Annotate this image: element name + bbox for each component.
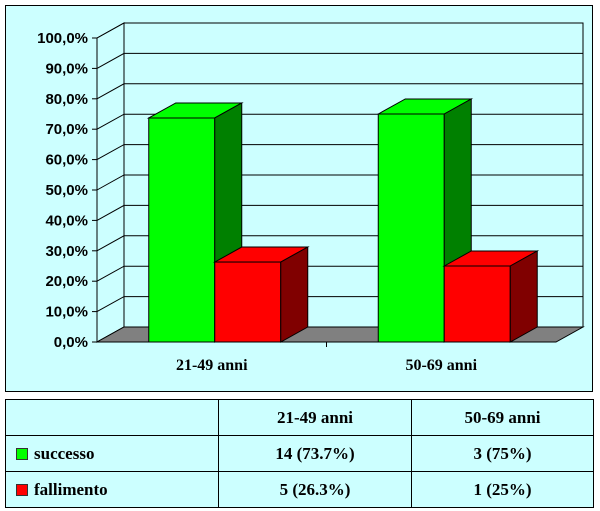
chart-panel: 0,0% 10,0% 20,0% 30,0% 40,0% 50,0% 60,0% 70,0% 8… — [5, 5, 593, 392]
y-tick-label: 60,0% — [45, 152, 88, 169]
bar-front — [148, 117, 216, 343]
bar-side — [280, 246, 309, 343]
table-header-blank — [5, 399, 219, 436]
x-tick-label: 50-69 anni — [405, 357, 477, 374]
table-cell: 3 (75%) — [411, 435, 594, 472]
y-tick-label: 40,0% — [45, 212, 88, 229]
y-tick-label: 90,0% — [45, 60, 88, 77]
data-table: 21-49 anni 50-69 anni successo 14 (73.7%… — [5, 399, 594, 508]
bars — [146, 98, 540, 343]
y-tick-label: 70,0% — [45, 121, 88, 138]
y-tick-label: 30,0% — [45, 243, 88, 260]
table-cell: 5 (26.3%) — [218, 471, 412, 508]
series-label-cell: fallimento — [5, 471, 219, 508]
bar-fallimento-0 — [212, 246, 310, 343]
tick-labels: 0,0% 10,0% 20,0% 30,0% 40,0% 50,0% 60,0% 70,0% 8… — [37, 30, 477, 374]
fallimento-swatch-icon — [16, 483, 28, 496]
table-cell: 14 (73.7%) — [218, 435, 412, 472]
table-header-cell: 50-69 anni — [411, 399, 594, 436]
y-tick-label: 50,0% — [45, 182, 88, 199]
series-label: successo — [34, 443, 95, 463]
y-tick-label: 80,0% — [45, 91, 88, 108]
successo-swatch-icon — [16, 447, 28, 460]
table-header-row: 21-49 anni 50-69 anni — [5, 399, 594, 436]
bar-front — [377, 113, 445, 343]
table-row: successo 14 (73.7%) 3 (75%) — [5, 435, 594, 472]
table-row: fallimento 5 (26.3%) 1 (25%) — [5, 471, 594, 508]
y-tick-label: 0,0% — [54, 334, 88, 351]
series-label: fallimento — [34, 479, 108, 499]
gridline — [96, 22, 583, 39]
bar-front — [443, 265, 511, 343]
bar-side — [509, 250, 538, 343]
table-header-cell: 21-49 anni — [218, 399, 412, 436]
gridline — [96, 83, 583, 100]
gridline — [96, 52, 583, 69]
table-cell: 1 (25%) — [411, 471, 594, 508]
y-tick-label: 10,0% — [45, 304, 88, 321]
series-label-cell: successo — [5, 435, 219, 472]
x-tick-label: 21-49 anni — [176, 357, 248, 374]
y-tick-label: 20,0% — [45, 273, 88, 290]
bar-fallimento-1 — [442, 250, 540, 343]
y-tick-label: 100,0% — [37, 30, 88, 47]
bar-chart: 0,0% 10,0% 20,0% 30,0% 40,0% 50,0% 60,0% 70,0% 8… — [37, 22, 585, 374]
bar-front — [214, 261, 282, 343]
